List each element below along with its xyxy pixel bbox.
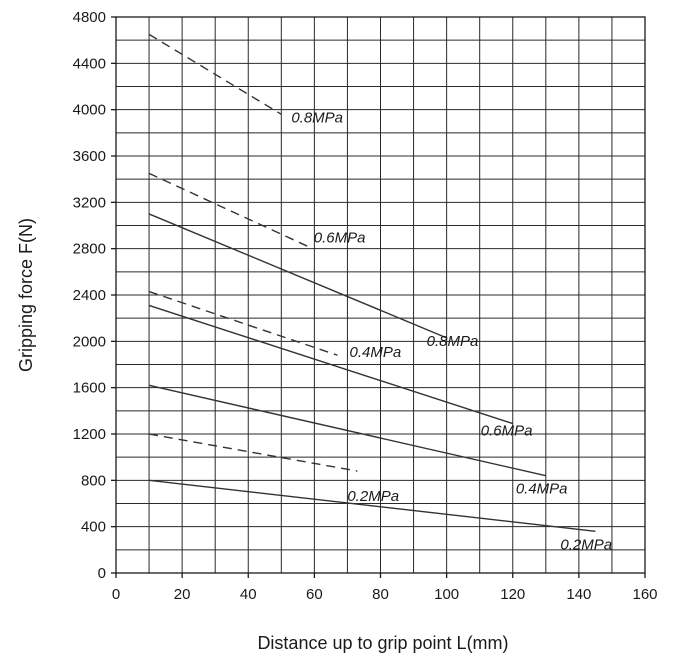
series-label: 0.4MPa xyxy=(350,344,402,361)
series-labels: 0.8MPa 0.6MPa 0.4MPa 0.2MPa 0.8MPa 0.6MPa 0.4M… xyxy=(291,109,612,553)
series-line-dashed-0.6MPa xyxy=(148,172,309,247)
series-line-solid-0.2MPa xyxy=(148,479,596,532)
y-tick-label: 400 xyxy=(81,519,106,536)
y-tick-label: 1200 xyxy=(73,426,106,443)
y-tick-label: 4000 xyxy=(73,102,106,119)
series-label: 0.2MPa xyxy=(347,488,399,505)
x-tick-label: 80 xyxy=(372,586,389,603)
y-tick-label: 3200 xyxy=(73,194,106,211)
x-tick-label: 40 xyxy=(240,586,257,603)
x-axis-title: Distance up to grip point L(mm) xyxy=(257,633,508,653)
x-tick-label: 100 xyxy=(434,586,459,603)
y-tick-label: 0 xyxy=(98,565,106,582)
series-label: 0.6MPa xyxy=(314,229,366,246)
series-line-dashed-0.8MPa xyxy=(148,33,282,115)
x-tick-label: 120 xyxy=(500,586,525,603)
series-label: 0.6MPa xyxy=(481,423,533,440)
y-tick-label: 800 xyxy=(81,472,106,489)
series-label: 0.8MPa xyxy=(291,109,343,126)
series-label: 0.8MPa xyxy=(427,333,479,350)
tick-labels: 0400800120016002000240028003200360040004… xyxy=(73,9,658,603)
y-tick-label: 1600 xyxy=(73,380,106,397)
x-tick-label: 0 xyxy=(112,586,120,603)
y-tick-label: 2400 xyxy=(73,287,106,304)
y-tick-label: 2800 xyxy=(73,241,106,258)
series-line-dashed-0.4MPa xyxy=(148,290,338,356)
x-tick-label: 20 xyxy=(174,586,191,603)
y-tick-label: 2000 xyxy=(73,333,106,350)
x-tick-label: 60 xyxy=(306,586,323,603)
series-line-solid-0.8MPa xyxy=(148,213,447,339)
series-line-solid-0.6MPa xyxy=(148,304,513,425)
y-tick-label: 3600 xyxy=(73,148,106,165)
y-axis-title: Gripping force F(N) xyxy=(16,218,36,372)
x-tick-label: 160 xyxy=(632,586,657,603)
series-label: 0.4MPa xyxy=(516,481,568,498)
y-tick-label: 4800 xyxy=(73,9,106,26)
series-line-solid-0.4MPa xyxy=(148,384,546,477)
series xyxy=(148,33,596,532)
series-label: 0.2MPa xyxy=(560,536,612,553)
grid xyxy=(116,17,645,573)
x-tick-label: 140 xyxy=(566,586,591,603)
series-line-dashed-0.2MPa xyxy=(148,433,358,472)
y-tick-label: 4400 xyxy=(73,55,106,72)
